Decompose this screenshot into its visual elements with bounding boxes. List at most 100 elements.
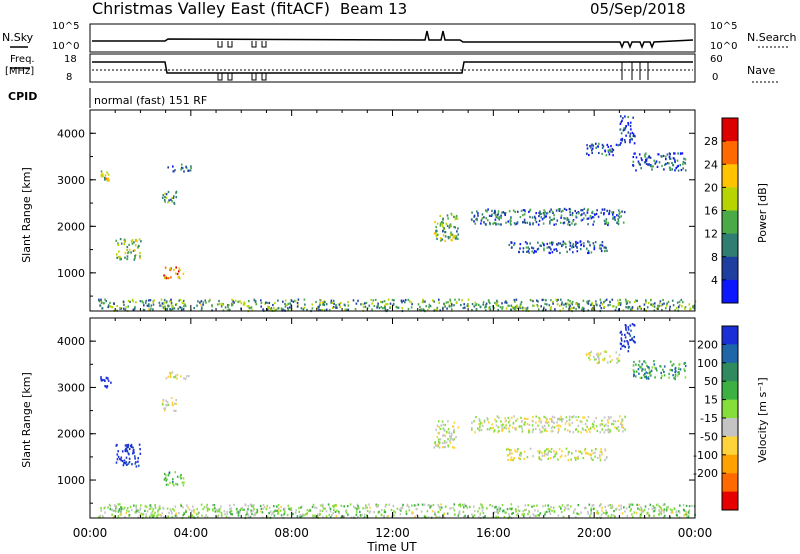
echo-cell: [625, 302, 628, 305]
echo-cell: [321, 301, 324, 304]
echo-cell: [565, 416, 568, 419]
echo-cell: [166, 507, 169, 510]
echo-cell: [645, 299, 647, 302]
echo-cell: [255, 303, 258, 306]
echo-cell: [344, 304, 346, 307]
echo-cell: [587, 217, 590, 220]
echo-cell: [614, 309, 617, 312]
echo-cell: [471, 218, 473, 221]
echo-cell: [620, 347, 622, 350]
echo-cell: [537, 223, 540, 226]
echo-cell: [601, 419, 603, 422]
echo-cell: [576, 250, 579, 253]
echo-cell: [583, 217, 585, 220]
echo-cell: [548, 510, 551, 513]
echo-cell: [325, 510, 328, 513]
echo-cell: [463, 515, 465, 518]
echo-cell: [173, 409, 175, 412]
echo-cell: [114, 509, 117, 513]
echo-cell: [229, 511, 231, 514]
echo-cell: [520, 209, 523, 212]
echo-cell: [650, 369, 653, 372]
echo-cell: [239, 300, 241, 303]
echo-cell: [126, 257, 128, 261]
echo-cell: [607, 515, 609, 518]
echo-cell: [168, 199, 170, 202]
echo-cell: [640, 506, 642, 509]
echo-cell: [657, 153, 659, 156]
echo-cell: [383, 509, 386, 512]
echo-cell: [572, 245, 575, 248]
echo-cell: [142, 513, 144, 516]
echo-cell: [311, 307, 314, 310]
echo-cell: [676, 165, 679, 168]
echo-cell: [486, 428, 489, 431]
echo-cell: [627, 346, 630, 349]
echo-cell: [364, 507, 367, 510]
echo-cell: [567, 459, 570, 462]
echo-cell: [329, 510, 332, 513]
echo-cell: [454, 218, 457, 221]
echo-cell: [422, 300, 425, 303]
echo-cell: [550, 426, 553, 430]
echo-cell: [167, 190, 170, 194]
echo-cell: [414, 515, 416, 518]
echo-cell: [640, 157, 643, 160]
echo-cell: [688, 512, 690, 515]
echo-cell: [508, 513, 510, 516]
echo-cell: [250, 509, 252, 512]
echo-cell: [540, 421, 542, 424]
echo-cell: [153, 299, 155, 302]
echo-cell: [253, 507, 255, 511]
echo-cell: [567, 450, 570, 454]
echo-cell: [569, 211, 571, 214]
echo-cell: [318, 308, 320, 311]
echo-cell: [538, 452, 541, 455]
echo-cell: [120, 511, 122, 514]
echo-cell: [550, 218, 552, 222]
echo-cell: [237, 514, 240, 517]
echo-cell: [650, 299, 652, 302]
echo-cell: [676, 301, 679, 304]
echo-cell: [647, 377, 650, 380]
echo-cell: [578, 303, 580, 306]
echo-cell: [479, 421, 482, 424]
echo-cell: [604, 448, 606, 451]
echo-cell: [150, 512, 152, 515]
echo-cell: [560, 298, 562, 301]
echo-cell: [547, 424, 550, 427]
echo-cell: [527, 513, 529, 516]
echo-cell: [146, 510, 149, 513]
echo-cell: [441, 223, 444, 226]
echo-cell: [100, 507, 102, 510]
colorbar-tick-label: 200: [697, 338, 718, 351]
echo-cell: [505, 221, 507, 224]
colorbar-tick-label: 100: [697, 357, 718, 370]
echo-cell: [593, 248, 596, 251]
echo-cell: [541, 218, 544, 221]
echo-cell: [619, 211, 621, 214]
echo-cell: [473, 215, 475, 218]
echo-cell: [638, 372, 640, 375]
y-tick-label: 4000: [57, 127, 85, 140]
echo-cell: [624, 298, 627, 301]
echo-cell: [436, 229, 438, 233]
x-tick-label: 04:00: [174, 526, 209, 540]
echo-cell: [251, 309, 253, 312]
echo-cell: [450, 304, 453, 308]
echo-cell: [496, 301, 499, 304]
echo-cell: [551, 243, 553, 246]
echo-cell: [437, 511, 440, 514]
echo-cell: [440, 239, 442, 242]
echo-cell: [105, 300, 107, 303]
echo-cell: [502, 509, 505, 512]
echo-cell: [663, 365, 666, 368]
echo-cell: [283, 513, 285, 516]
echo-cell: [277, 307, 280, 310]
echo-cell: [220, 303, 223, 306]
echo-cell: [555, 209, 558, 212]
echo-cell: [599, 450, 602, 453]
echo-cell: [444, 505, 447, 508]
echo-cell: [181, 166, 183, 169]
echo-cell: [625, 134, 627, 137]
